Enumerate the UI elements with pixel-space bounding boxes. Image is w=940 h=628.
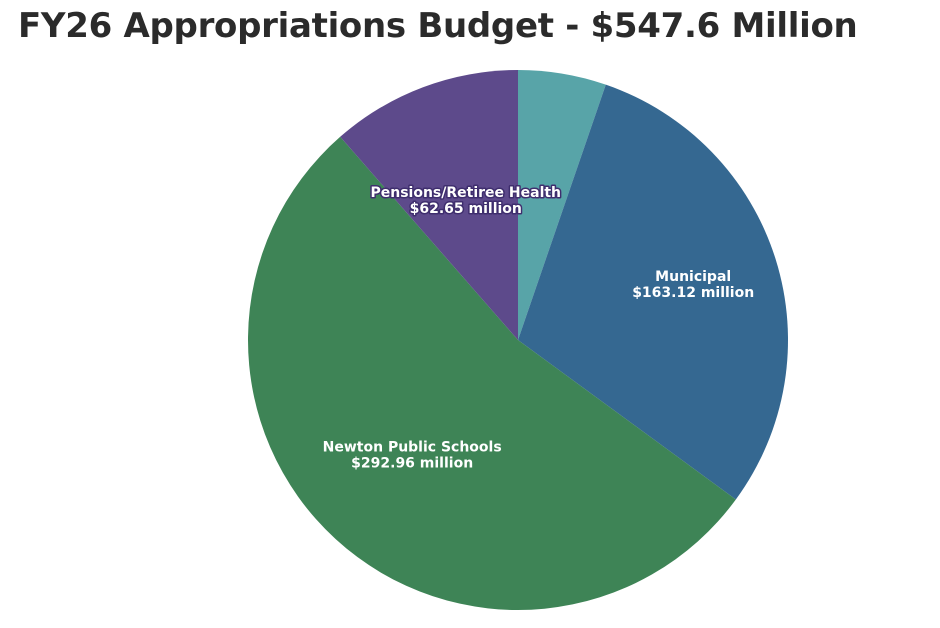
slice-value-label: $292.96 million [351, 455, 473, 471]
chart-title: FY26 Appropriations Budget - $547.6 Mill… [18, 6, 858, 46]
slice-label: Pensions/Retiree Health [370, 185, 561, 201]
slice-value-label: $62.65 million [410, 201, 522, 217]
pie-slice-pensions-retiree-health [340, 70, 518, 340]
pie-slice-unlabeled [518, 70, 606, 340]
slice-value-label: $163.12 million [632, 285, 754, 301]
slice-label: Newton Public Schools [323, 439, 502, 455]
pie-labels: Municipal$163.12 million Newton Public Sc… [323, 183, 755, 471]
pie-slices [247, 70, 788, 611]
slice-label: Municipal [655, 269, 731, 285]
pie-slice-newton-public-schools [247, 136, 736, 611]
pie-slice-municipal [518, 84, 788, 500]
